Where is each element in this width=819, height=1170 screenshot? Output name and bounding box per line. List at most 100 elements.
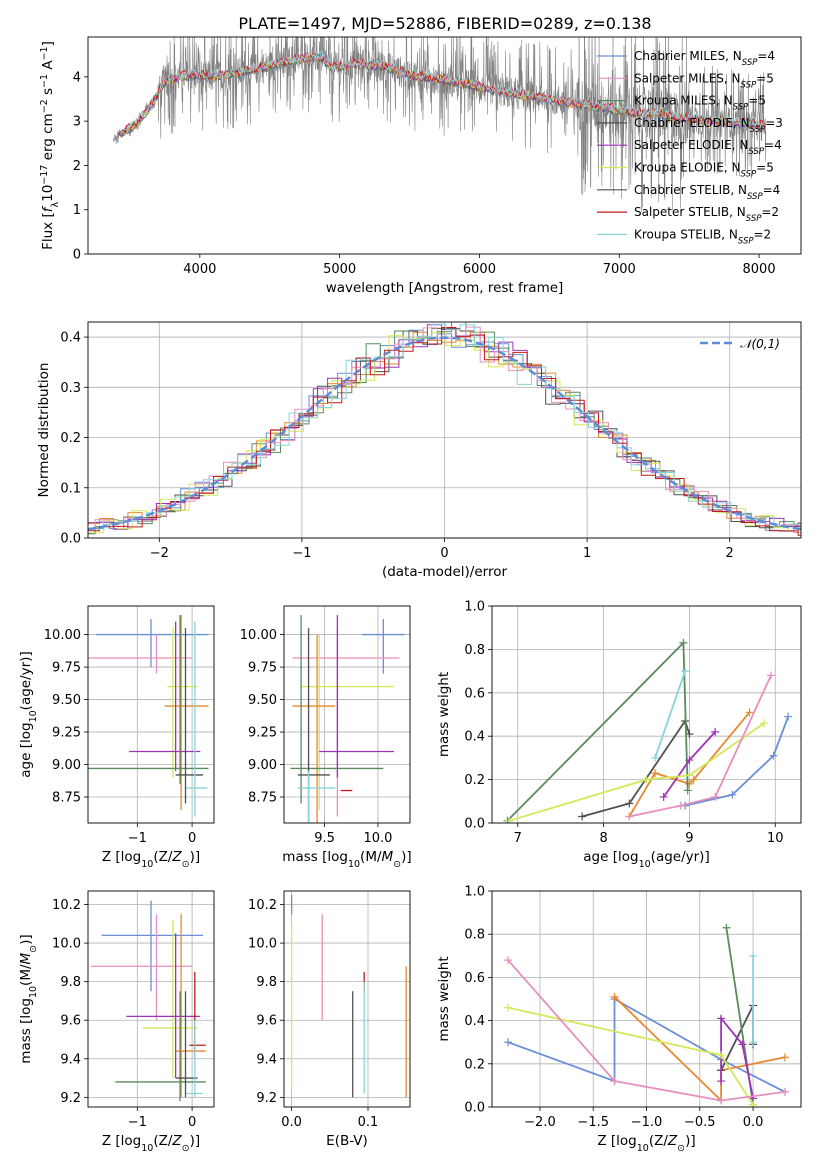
y-tick-label: 9.8 (256, 975, 277, 990)
y-tick-label: 0.2 (464, 773, 485, 788)
weight-marker (679, 638, 688, 647)
spectrum-legend: Chabrier MILES, NSSP=4 Salpeter MILES, NS… (597, 49, 783, 246)
y-tick-label: 10.0 (52, 937, 81, 952)
y-tick-label: 9.4 (60, 1052, 81, 1067)
legend-label: Chabrier ELODIE, NSSP=3 (634, 116, 783, 135)
y-tick-label: 0.4 (464, 1014, 485, 1029)
spectrum-lines (112, 37, 767, 212)
weight-marker (749, 1100, 758, 1107)
weight-marker (610, 992, 619, 1001)
errorbars-mass_vs_EBV (290, 894, 407, 1098)
x-tick-label: 7000 (603, 262, 636, 277)
weight-marker (610, 1077, 619, 1086)
y-tick-label: 0.6 (464, 686, 485, 701)
y-tick-label: 9.25 (52, 726, 81, 741)
axes-frame (283, 605, 411, 824)
weight-marker (505, 816, 514, 823)
y-tick-label: 9.00 (248, 758, 277, 773)
x-axis-label: Z [log10(Z/Z⊙)] (102, 1133, 200, 1154)
x-tick-label: 8000 (743, 262, 776, 277)
x-tick-label: −1 (292, 546, 311, 561)
weight-marker (503, 1003, 512, 1012)
y-tick-label: 10.2 (52, 898, 81, 913)
y-axis-label: mass [log10(M/M⊙)] (18, 934, 39, 1063)
y-tick-label: 0.4 (60, 331, 81, 346)
legend-label: Kroupa ELODIE, NSSP=5 (634, 161, 774, 180)
x-tick-label: 0.0 (743, 1115, 764, 1130)
weight-marker (781, 1053, 790, 1062)
weight-marker (642, 775, 651, 784)
y-tick-label: 9.8 (60, 975, 81, 990)
figure-title: PLATE=1497, MJD=52886, FIBERID=0289, z=0… (238, 14, 651, 33)
x-tick-label: −1 (128, 831, 147, 846)
y-axis-label: Flux [fλ10−17 erg cm−2 s−1 A−1] (39, 41, 61, 250)
weight-line (684, 716, 789, 807)
x-tick-label: 0 (188, 831, 196, 846)
y-tick-label: 0.8 (464, 643, 485, 658)
weight-line (654, 670, 686, 759)
y-tick-label: 9.75 (52, 661, 81, 676)
x-tick-label: 0.0 (281, 1115, 302, 1130)
y-tick-label: 9.2 (256, 1091, 277, 1106)
x-tick-label: 2 (726, 546, 734, 561)
x-axis-label: E(B-V) (326, 1133, 368, 1149)
y-tick-label: 9.00 (52, 758, 81, 773)
x-tick-label: −2 (150, 546, 169, 561)
weight-marker (738, 1040, 747, 1049)
x-tick-label: 10 (767, 831, 784, 846)
axes-spectrum: 4000 5000 6000 7000 8000 0 1 2 3 4 (73, 70, 776, 277)
y-tick-label: 9.2 (60, 1091, 81, 1106)
y-tick-label: 10.0 (248, 937, 277, 952)
y-tick-label: 0.2 (60, 431, 81, 446)
weight-marker (717, 1051, 726, 1060)
errorbars-age_vs_mass (290, 615, 405, 823)
weight-marker (503, 956, 512, 965)
x-axis-label: (data-model)/error (382, 564, 508, 580)
y-tick-label: 0.2 (464, 1057, 485, 1072)
axes-mass_vs_EBV: 0.0 0.1 9.2 9.4 9.6 9.8 10.0 10.2 (248, 891, 410, 1130)
axes-age_vs_Z: −1 0 8.75 9.00 9.25 9.50 9.75 10.00 (44, 606, 214, 846)
lines-weight_vs_age (503, 638, 793, 823)
y-tick-label: 10.2 (248, 898, 277, 913)
y-tick-label: 10.00 (44, 628, 81, 643)
weight-marker (711, 727, 720, 736)
residual-histogram (88, 326, 801, 533)
y-tick-label: 0.0 (464, 1101, 485, 1116)
weight-marker (717, 1096, 726, 1105)
x-tick-label: 0 (188, 1115, 196, 1130)
errorbars-age_vs_Z (88, 615, 209, 817)
weight-marker (766, 671, 775, 680)
y-tick-label: 0.1 (60, 481, 81, 496)
y-tick-label: 0.0 (464, 817, 485, 832)
x-tick-label: −1 (128, 1115, 147, 1130)
weight-marker (689, 775, 698, 784)
weight-marker (711, 792, 720, 801)
weight-line (629, 675, 772, 818)
weight-marker (676, 801, 685, 810)
weight-marker (784, 712, 793, 721)
y-tick-label: 0.4 (464, 730, 485, 745)
x-tick-label: −2.0 (524, 1115, 556, 1130)
x-tick-label: 9.5 (314, 831, 335, 846)
axes-frame (87, 36, 802, 255)
weight-marker (625, 799, 634, 808)
x-tick-label: 4000 (183, 262, 216, 277)
x-tick-label: 9 (685, 831, 693, 846)
legend-label: 𝒩(0,1) (740, 337, 780, 351)
observed-spectrum (112, 37, 767, 212)
axes-frame (87, 605, 215, 824)
x-tick-label: −1.0 (631, 1115, 663, 1130)
weight-marker (685, 756, 694, 765)
y-tick-label: 0.6 (464, 971, 485, 986)
y-tick-label: 1.0 (464, 600, 485, 615)
x-tick-label: −1.5 (577, 1115, 609, 1130)
y-tick-label: 2 (73, 159, 81, 174)
residual-histogram (88, 327, 801, 536)
legend-label: Salpeter ELODIE, NSSP=4 (634, 138, 782, 157)
y-tick-label: 1 (73, 203, 81, 218)
gaussian-curve (88, 336, 801, 531)
weight-marker (749, 1038, 758, 1047)
legend-label: Kroupa STELIB, NSSP=2 (634, 227, 771, 246)
